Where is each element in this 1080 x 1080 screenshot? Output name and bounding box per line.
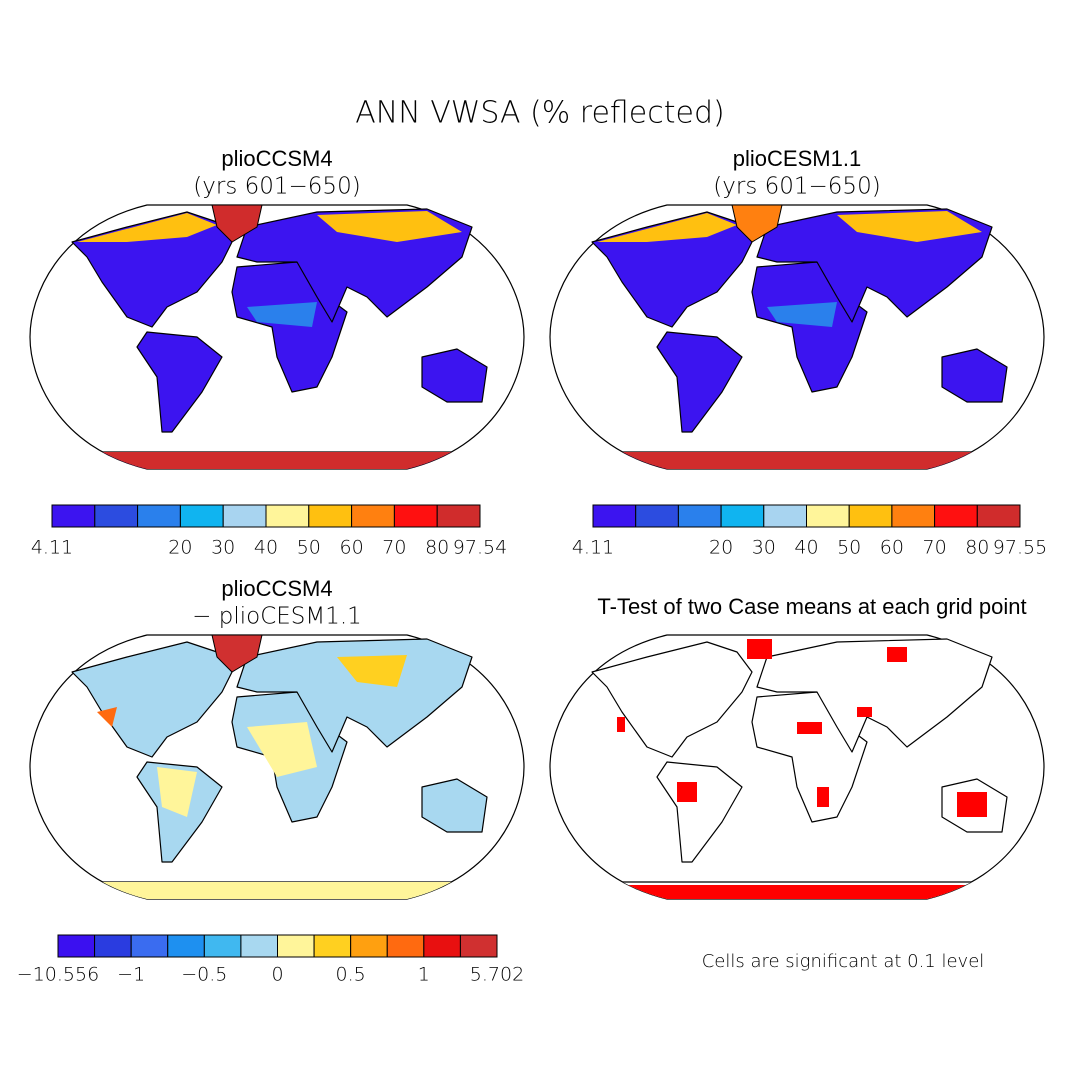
map: [537, 204, 1057, 477]
panel-title: T-Test of two Case means at each grid po…: [597, 594, 1026, 619]
colorbar-box: [386, 934, 425, 958]
colorbar-box: [240, 934, 279, 958]
colorbar-label: 4.11: [31, 537, 73, 559]
panel-title: plioCCSM4: [221, 146, 332, 171]
colorbar-label: 30: [752, 537, 776, 559]
colorbar-box: [934, 504, 978, 528]
colorbar-label: 20: [168, 537, 192, 559]
colorbar-box: [423, 934, 461, 958]
panel-title: plioCCSM4: [221, 576, 332, 601]
colorbar-box: [222, 504, 267, 528]
colorbar-box: [265, 504, 310, 528]
panel-subtitle: − plioCESM1.1: [192, 604, 362, 630]
colorbar-box: [848, 504, 893, 528]
colorbar-label: −10.556: [17, 964, 99, 986]
colorbar-label: 60: [340, 537, 364, 559]
colorbar-label: 70: [382, 537, 406, 559]
colorbar-label: 60: [880, 537, 904, 559]
panel-title: plioCESM1.1: [733, 146, 861, 171]
colorbar-label: 50: [297, 537, 321, 559]
colorbar-box: [130, 934, 169, 958]
panel-subtitle: (yrs 601−650): [713, 174, 880, 200]
colorbar-label: 80: [425, 537, 449, 559]
colorbar-label: 50: [837, 537, 861, 559]
colorbar-label: 4.11: [572, 537, 614, 559]
map: [537, 634, 1057, 907]
colorbar-box: [203, 934, 242, 958]
colorbar-label: −0.5: [181, 964, 227, 986]
colorbar-box: [677, 504, 722, 528]
colorbar-label: 0: [271, 964, 283, 986]
colorbar-box: [179, 504, 224, 528]
colorbar-box: [763, 504, 807, 528]
colorbar-box: [313, 934, 352, 958]
panel-subtitle: (yrs 601−650): [193, 174, 360, 200]
colorbar-box: [350, 934, 388, 958]
colorbar-label: 80: [965, 537, 989, 559]
colorbar-box: [308, 504, 353, 528]
colorbar-label: 0.5: [336, 964, 366, 986]
colorbar-label: 20: [709, 537, 733, 559]
colorbar-label: −1: [117, 964, 145, 986]
colorbar-box: [94, 934, 132, 958]
colorbar-box: [351, 504, 395, 528]
colorbar-label: 5.702: [470, 964, 524, 986]
colorbar-box: [976, 504, 1021, 528]
map: [17, 204, 537, 477]
colorbar-box: [277, 934, 315, 958]
colorbar-box: [57, 934, 96, 958]
colorbar-label: 30: [211, 537, 235, 559]
colorbar-label: 70: [923, 537, 947, 559]
colorbar-box: [94, 504, 139, 528]
colorbar-box: [51, 504, 96, 528]
figure-title: ANN VWSA (% reflected): [355, 96, 724, 131]
colorbar-box: [137, 504, 181, 528]
note: Cells are significant at 0.1 level: [702, 951, 985, 972]
colorbar-box: [806, 504, 850, 528]
colorbar-box: [592, 504, 637, 528]
colorbar-label: 97.54: [453, 537, 507, 559]
colorbar-label: 97.55: [993, 537, 1047, 559]
colorbar-box: [393, 504, 438, 528]
colorbar-label: 40: [794, 537, 818, 559]
colorbar-box: [167, 934, 205, 958]
colorbar-box: [891, 504, 936, 528]
colorbar-box: [720, 504, 765, 528]
colorbar-box: [436, 504, 481, 528]
colorbar-box: [459, 934, 498, 958]
colorbar-label: 1: [418, 964, 430, 986]
map: [17, 634, 537, 907]
colorbar-label: 40: [254, 537, 278, 559]
colorbar-box: [635, 504, 679, 528]
